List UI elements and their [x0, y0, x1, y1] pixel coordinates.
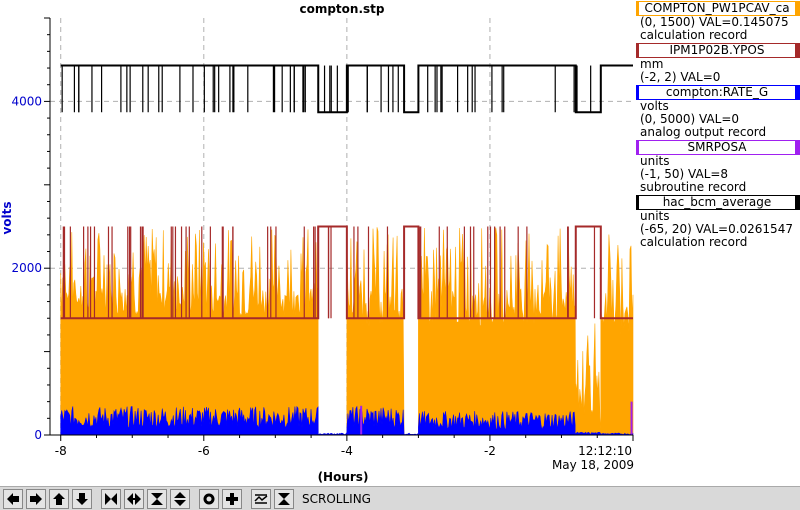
legend-series-5-type: calculation record [640, 235, 748, 249]
legend-series-3-name[interactable]: compton:RATE_G [636, 85, 800, 100]
legend-series-5-name[interactable]: hac_bcm_average [636, 195, 800, 210]
x-tick-label: -6 [198, 444, 210, 458]
arrow-right-icon[interactable] [26, 488, 46, 509]
series-blue-segment-4 [418, 411, 577, 436]
arrow-down-icon[interactable] [72, 488, 92, 509]
legend-series-5-units: units [640, 209, 670, 223]
legend-series-4-units: units [640, 154, 670, 168]
legend-series-1-range: (0, 1500) VAL=0.145075 [640, 15, 789, 29]
chart-title: compton.stp [299, 2, 384, 16]
legend-series-1-name[interactable]: COMPTON_PW1PCAV_ca [636, 1, 800, 16]
date-label: May 18, 2009 [552, 458, 634, 472]
legend-series-4-range: (-1, 50) VAL=8 [640, 167, 729, 181]
legend-series-2-name[interactable]: IPM1P02B.YPOS [636, 43, 800, 58]
legend-series-1-type: calculation record [640, 28, 748, 42]
y-tick-label: 2000 [11, 261, 42, 275]
arrow-left-icon[interactable] [3, 488, 23, 509]
legend-series-5-range: (-65, 20) VAL=0.0261547 [640, 222, 793, 236]
axes: 0 2000 4000 -8 -6 -4 -2 [11, 17, 634, 458]
legend: COMPTON_PW1PCAV_ca (0, 1500) VAL=0.14507… [636, 0, 800, 249]
series-blue-segment-5 [575, 431, 602, 436]
mode-label: SCROLLING [302, 491, 371, 506]
zoom-in-vertical-icon[interactable] [147, 488, 167, 509]
legend-series-2-range: (-2, 2) VAL=0 [640, 70, 721, 84]
zoom-out-horizontal-icon[interactable] [124, 488, 144, 509]
x-axis-label: (Hours) [318, 470, 369, 484]
x-tick-label: -8 [55, 444, 67, 458]
legend-series-3-range: (0, 5000) VAL=0 [640, 112, 740, 126]
y-axis-label: volts [0, 201, 14, 234]
series-brown-line [60, 225, 633, 320]
x-tick-label: -4 [341, 444, 353, 458]
series-orange-segment-4 [418, 227, 577, 436]
autoscale-icon[interactable] [199, 488, 219, 509]
series-orange-segment-2 [346, 227, 405, 436]
series-layer [60, 64, 634, 436]
x-tick-label: -2 [484, 444, 496, 458]
legend-series-4-name[interactable]: SMRPOSA [636, 140, 800, 155]
time-label: 12:12:10 [578, 444, 632, 458]
zoom-in-horizontal-icon[interactable] [101, 488, 121, 509]
y-tick-label: 0 [34, 428, 42, 442]
legend-series-3-units: volts [640, 99, 669, 113]
series-black-line [60, 64, 633, 114]
series-orange-segment-6 [600, 234, 634, 436]
legend-series-3-type: analog output record [640, 125, 767, 139]
series-blue-segment-0 [60, 405, 319, 436]
legend-series-4-type: subroutine record [640, 180, 747, 194]
scroll-mode-icon[interactable] [251, 488, 271, 509]
pause-icon[interactable] [274, 488, 294, 509]
chart-plot: compton.stp volts 0 2000 4000 -8 -6 -4 -2 12:1… [0, 2, 634, 484]
add-icon[interactable] [222, 488, 242, 509]
toolbar: SCROLLING [0, 486, 800, 510]
legend-series-2-units: mm [640, 57, 664, 71]
zoom-out-vertical-icon[interactable] [170, 488, 190, 509]
arrow-up-icon[interactable] [49, 488, 69, 509]
y-tick-label: 4000 [11, 94, 42, 108]
series-orange-segment-5 [575, 323, 602, 436]
